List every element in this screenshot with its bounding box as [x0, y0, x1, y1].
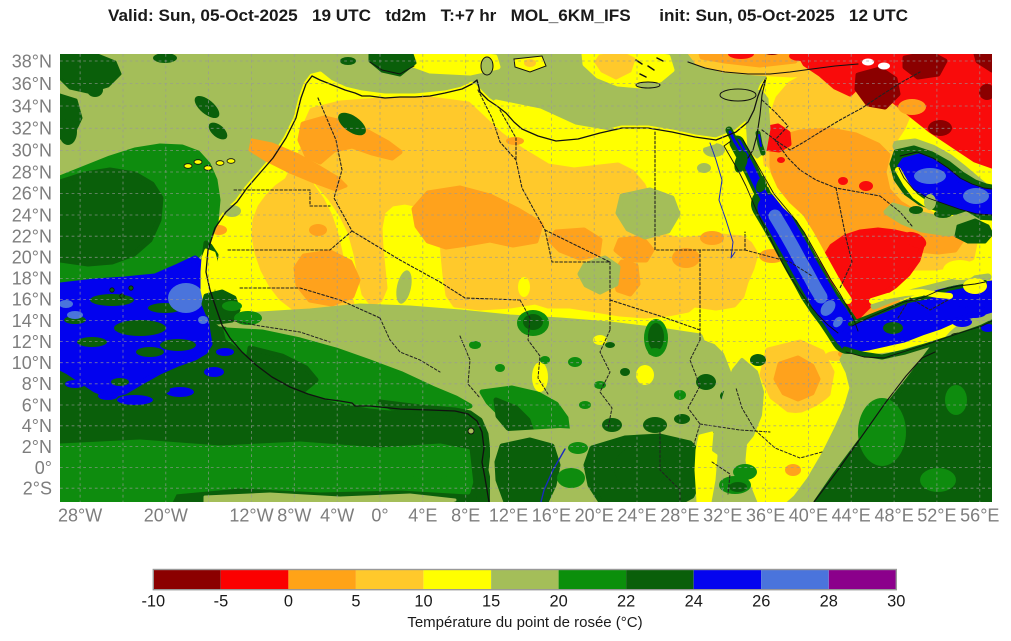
svg-text:10: 10 — [414, 593, 432, 611]
svg-text:26°N: 26°N — [12, 184, 52, 204]
svg-text:36°E: 36°E — [746, 506, 785, 526]
svg-text:0: 0 — [284, 593, 293, 611]
svg-text:34°N: 34°N — [12, 96, 52, 116]
svg-text:36°N: 36°N — [12, 74, 52, 94]
svg-text:6°N: 6°N — [22, 395, 52, 415]
svg-text:26: 26 — [752, 593, 770, 611]
svg-text:2°S: 2°S — [23, 479, 52, 499]
svg-text:16°N: 16°N — [12, 290, 52, 310]
svg-text:4°W: 4°W — [320, 506, 354, 526]
svg-text:22: 22 — [617, 593, 635, 611]
svg-text:56°E: 56°E — [960, 506, 999, 526]
svg-text:32°E: 32°E — [703, 506, 742, 526]
svg-text:44°E: 44°E — [832, 506, 871, 526]
svg-text:28°N: 28°N — [12, 162, 52, 182]
svg-text:28: 28 — [820, 593, 838, 611]
svg-text:30: 30 — [887, 593, 905, 611]
svg-text:8°E: 8°E — [451, 506, 480, 526]
svg-text:48°E: 48°E — [874, 506, 913, 526]
svg-text:Température du point de rosée: Température du point de rosée (°C) — [407, 614, 642, 631]
svg-text:0°: 0° — [35, 458, 52, 478]
svg-text:28°W: 28°W — [58, 506, 102, 526]
svg-text:52°E: 52°E — [917, 506, 956, 526]
svg-text:24: 24 — [685, 593, 703, 611]
svg-text:Valid: Sun, 05-Oct-2025 19 U: Valid: Sun, 05-Oct-2025 19 UTC td2m T:+7… — [108, 6, 908, 25]
svg-text:12°W: 12°W — [229, 506, 273, 526]
svg-text:12°N: 12°N — [12, 332, 52, 352]
svg-text:30°N: 30°N — [12, 141, 52, 161]
svg-text:20°E: 20°E — [575, 506, 614, 526]
svg-text:24°N: 24°N — [12, 205, 52, 225]
svg-text:15: 15 — [482, 593, 500, 611]
svg-text:8°N: 8°N — [22, 374, 52, 394]
svg-text:16°E: 16°E — [532, 506, 571, 526]
svg-text:20°W: 20°W — [144, 506, 188, 526]
svg-text:-10: -10 — [141, 593, 165, 611]
svg-text:32°N: 32°N — [12, 119, 52, 139]
svg-text:18°N: 18°N — [12, 269, 52, 289]
svg-text:28°E: 28°E — [660, 506, 699, 526]
svg-text:-5: -5 — [214, 593, 229, 611]
svg-text:10°N: 10°N — [12, 353, 52, 373]
svg-text:24°E: 24°E — [617, 506, 656, 526]
svg-text:14°N: 14°N — [12, 311, 52, 331]
svg-text:8°W: 8°W — [277, 506, 311, 526]
svg-text:38°N: 38°N — [12, 51, 52, 71]
svg-text:2°N: 2°N — [22, 437, 52, 457]
svg-text:22°N: 22°N — [12, 227, 52, 247]
svg-text:20: 20 — [549, 593, 567, 611]
svg-text:4°E: 4°E — [408, 506, 437, 526]
svg-text:12°E: 12°E — [489, 506, 528, 526]
svg-text:40°E: 40°E — [789, 506, 828, 526]
svg-text:20°N: 20°N — [12, 248, 52, 268]
svg-text:4°N: 4°N — [22, 416, 52, 436]
svg-text:5: 5 — [351, 593, 360, 611]
svg-text:0°: 0° — [371, 506, 388, 526]
